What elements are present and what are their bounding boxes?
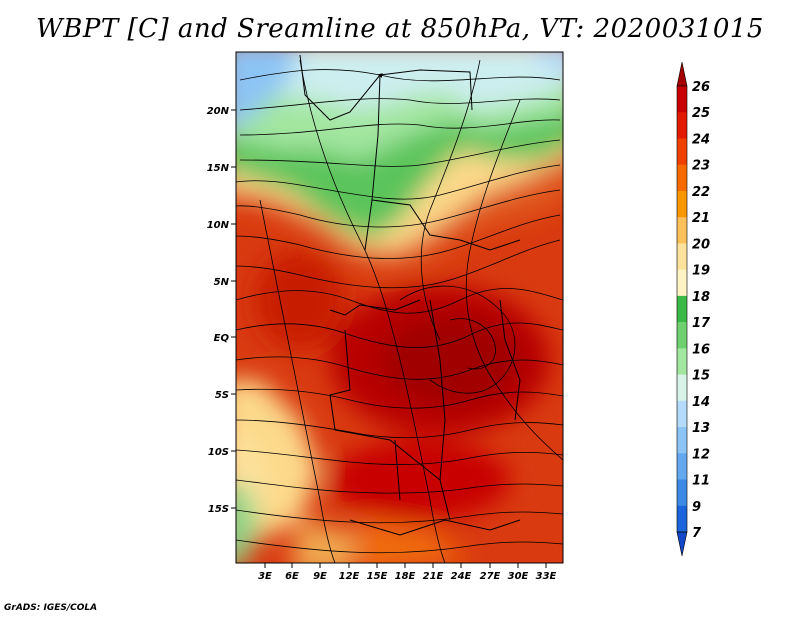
colorbar-label: 20 (692, 237, 710, 252)
x-axis: 3E 6E 9E 12E 15E 18E 21E 24E 27E 30E 33E (258, 563, 557, 582)
colorbar-label: 24 (692, 132, 710, 147)
x-tick-label: 3E (258, 571, 272, 582)
colorbar-label: 16 (692, 342, 710, 357)
y-tick-label: 20N (207, 106, 230, 117)
colorbar-label: 12 (692, 447, 710, 462)
colorbar-segment (677, 138, 687, 166)
colorbar-segment (677, 348, 687, 376)
grads-credit: GrADS: IGES/COLA (4, 603, 98, 613)
country-boundaries (299, 54, 521, 536)
x-tick-label: 21E (423, 571, 444, 582)
colorbar-segment (677, 479, 687, 507)
colorbar-segment (677, 243, 687, 271)
colorbar-segment (677, 505, 687, 533)
x-tick-label: 6E (285, 571, 299, 582)
colorbar-segment (677, 322, 687, 349)
colorbar-segment (677, 190, 687, 218)
colorbar-label: 26 (692, 80, 710, 95)
colorbar-segment (677, 453, 687, 481)
colorbar-label: 18 (692, 290, 710, 305)
colorbar-label: 15 (692, 369, 710, 384)
colorbar-label: 22 (692, 185, 710, 200)
colorbar-segment (677, 112, 687, 139)
colorbar-label: 7 (692, 526, 702, 541)
colorbar-top-triangle (676, 61, 688, 87)
x-tick-label: 33E (536, 571, 557, 582)
colorbar-segment (677, 295, 687, 323)
colorbar-label: 9 (692, 500, 701, 515)
x-tick-label: 24E (451, 571, 472, 582)
colorbar-label: 23 (692, 159, 710, 174)
colorbar-label: 19 (692, 264, 710, 279)
colorbar-segment (677, 427, 687, 454)
chart-title: WBPT [C] and Sreamline at 850hPa, VT: 20… (36, 14, 764, 44)
colorbar-label: 14 (692, 395, 710, 410)
colorbar-segment (677, 400, 687, 428)
colorbar-segment (677, 86, 687, 113)
colorbar-segment (677, 217, 687, 244)
y-axis: 20N 15N 10N 5N EQ 5S 10S 15S (207, 106, 236, 515)
colorbar-label: 11 (692, 474, 710, 489)
y-tick-label: 5S (215, 390, 229, 401)
colorbar-segment (677, 269, 687, 297)
colorbar-bottom-triangle (676, 531, 688, 557)
x-tick-label: 18E (395, 571, 416, 582)
x-tick-label: 30E (508, 571, 529, 582)
colorbar-label: 13 (692, 421, 710, 436)
streamlines (236, 59, 563, 563)
colorbar-segment (677, 164, 687, 192)
colorbar-label: 21 (692, 211, 710, 226)
colorbar-outline (676, 85, 688, 533)
colorbar-segment (677, 374, 687, 402)
y-tick-label: EQ (214, 333, 230, 344)
y-tick-label: 10S (208, 447, 229, 458)
colorbar: 26 25 24 23 22 21 20 19 18 17 16 15 14 13 12 11 9 7 (676, 61, 711, 557)
x-tick-label: 27E (480, 571, 501, 582)
y-tick-label: 10N (207, 220, 230, 231)
x-tick-label: 9E (313, 571, 327, 582)
y-tick-label: 5N (214, 277, 230, 288)
x-tick-label: 15E (367, 571, 388, 582)
x-tick-label: 12E (339, 571, 360, 582)
map-frame (235, 51, 564, 564)
colorbar-label: 17 (692, 316, 711, 331)
y-tick-label: 15N (207, 163, 230, 174)
y-tick-label: 15S (208, 504, 229, 515)
colorbar-label: 25 (692, 106, 710, 121)
